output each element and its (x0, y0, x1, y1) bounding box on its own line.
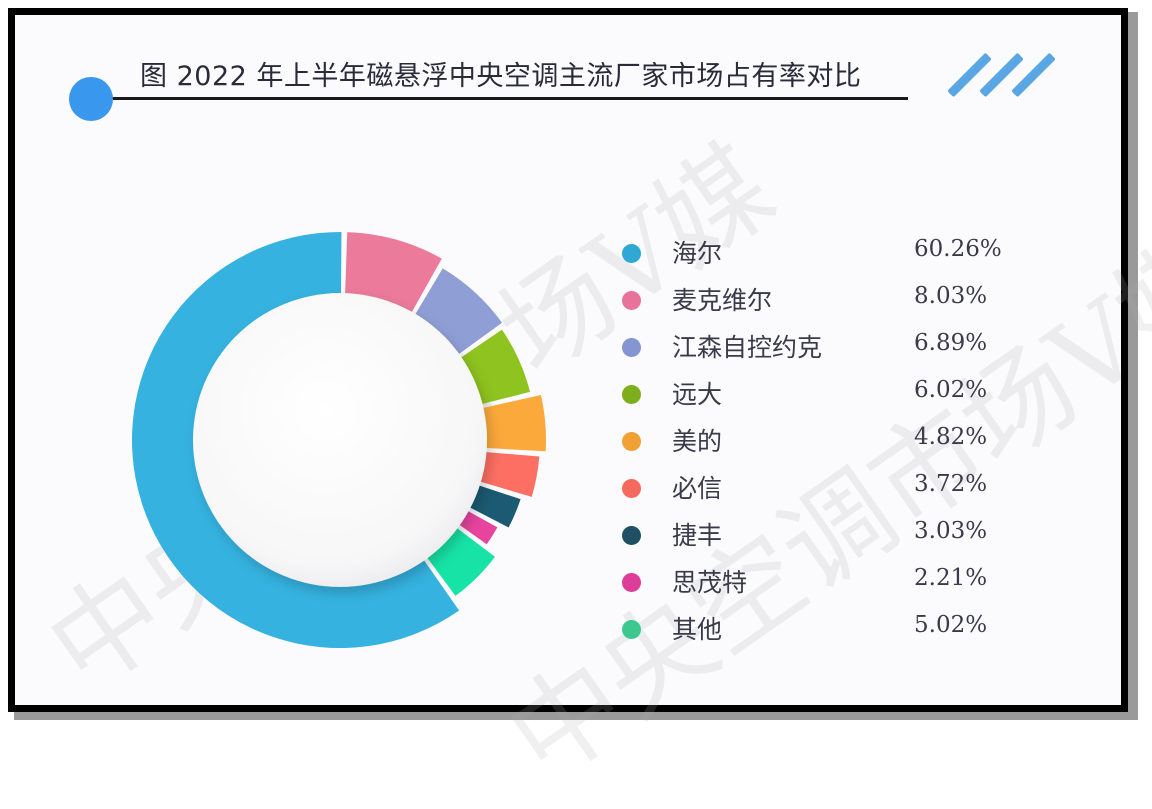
legend-item: 思茂特 2.21% (618, 559, 1018, 599)
title-underline (112, 97, 908, 100)
title-bullet-dot (69, 77, 113, 121)
donut-slice (474, 395, 546, 452)
legend-dot-icon (622, 573, 641, 592)
legend-dot-icon (622, 479, 641, 498)
legend-item: 远大 6.02% (618, 371, 1018, 411)
donut-center (193, 293, 487, 587)
legend-label: 其他 (672, 615, 723, 644)
legend-item: 必信 3.72% (618, 465, 1018, 505)
legend-value: 3.72% (914, 471, 988, 497)
legend-value: 4.82% (914, 424, 988, 450)
chart-title: 图 2022 年上半年磁悬浮中央空调主流厂家市场占有率对比 (140, 61, 862, 92)
legend-value: 3.03% (914, 518, 988, 544)
donut-slice (132, 232, 460, 648)
legend-value: 60.26% (914, 236, 1002, 262)
legend-item: 美的 4.82% (618, 418, 1018, 458)
legend-label: 麦克维尔 (672, 286, 773, 315)
legend-label: 江森自控约克 (672, 333, 823, 362)
legend-dot-icon (622, 291, 641, 310)
legend-dot-icon (622, 526, 641, 545)
legend-dot-icon (622, 385, 641, 404)
legend-label: 思茂特 (672, 568, 748, 597)
legend-item: 麦克维尔 8.03% (618, 277, 1018, 317)
legend-label: 必信 (672, 474, 723, 503)
legend-value: 6.02% (914, 377, 988, 403)
legend-label: 远大 (672, 380, 723, 409)
legend-dot-icon (622, 244, 641, 263)
legend-label: 美的 (672, 427, 723, 456)
donut-slice (472, 451, 540, 497)
legend-dot-icon (622, 338, 641, 357)
legend-item: 海尔 60.26% (618, 230, 1018, 270)
legend-label: 海尔 (672, 239, 723, 268)
legend-dot-icon (622, 432, 641, 451)
legend-dot-icon (622, 620, 641, 639)
legend-value: 5.02% (914, 612, 988, 638)
legend-item: 其他 5.02% (618, 606, 1018, 646)
legend-label: 捷丰 (672, 521, 723, 550)
legend-value: 2.21% (914, 565, 988, 591)
legend-item: 捷丰 3.03% (618, 512, 1018, 552)
donut-slice (462, 482, 521, 528)
legend-value: 8.03% (914, 283, 988, 309)
donut-chart (132, 232, 546, 648)
legend-value: 6.89% (914, 330, 988, 356)
legend-item: 江森自控约克 6.89% (618, 324, 1018, 364)
